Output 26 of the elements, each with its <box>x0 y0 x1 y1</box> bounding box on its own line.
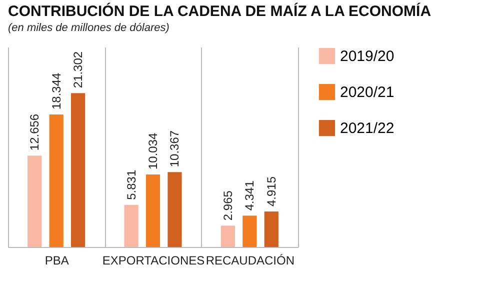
x-tick-label: PBA <box>44 254 69 268</box>
bar <box>146 174 160 247</box>
bar <box>242 216 257 247</box>
x-tick-label: RECAUDACIÓN <box>206 254 295 268</box>
data-label: 12.656 <box>28 114 42 151</box>
chart-subtitle: (en miles de millones de dólares) <box>8 22 170 34</box>
data-label: 5.831 <box>124 170 138 200</box>
bar <box>28 156 42 247</box>
bar <box>220 226 236 247</box>
bar <box>49 114 64 247</box>
data-label: 10.034 <box>146 132 160 170</box>
bar <box>70 93 86 247</box>
x-tick-label: EXPORTACIONES <box>102 254 205 268</box>
data-label: 4.915 <box>264 176 278 207</box>
chart-title: CONTRIBUCIÓN DE LA CADENA DE MAÍZ A LA ECONOMÍA <box>8 2 432 20</box>
bar <box>124 204 138 247</box>
legend-label: 2019/20 <box>340 48 394 65</box>
legend-label: 2020/21 <box>340 84 394 101</box>
bar <box>168 172 182 247</box>
bar <box>264 212 278 247</box>
data-label: 10.367 <box>168 130 182 168</box>
data-label: 21.302 <box>71 51 86 88</box>
data-label: 2.965 <box>220 190 235 221</box>
legend-label: 2021/22 <box>340 120 394 137</box>
data-label: 4.341 <box>242 180 257 211</box>
data-label: 18.344 <box>49 72 64 110</box>
